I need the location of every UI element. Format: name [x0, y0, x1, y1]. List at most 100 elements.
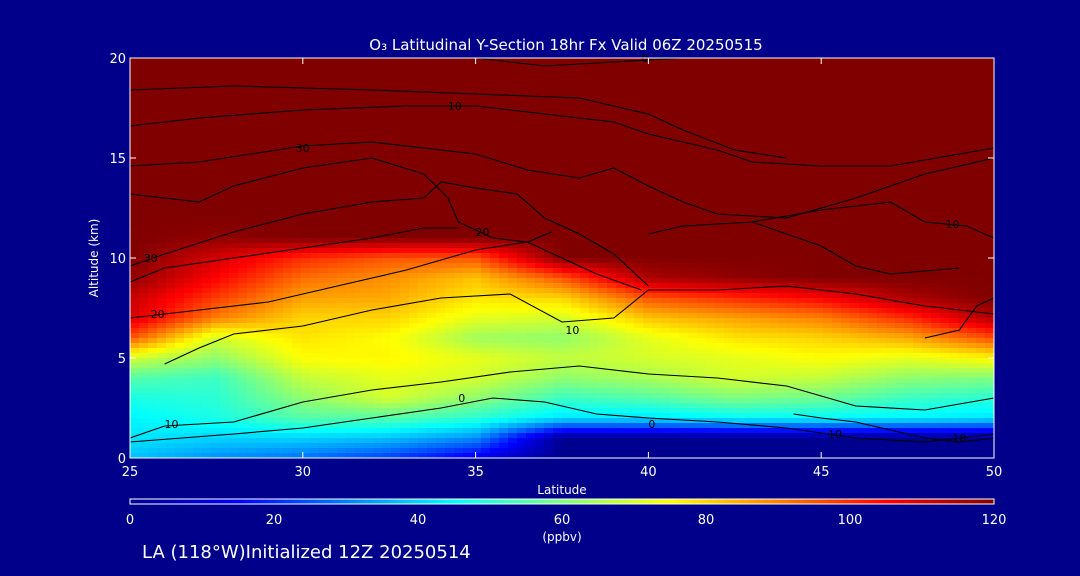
- heatmap-cell: [184, 288, 194, 294]
- heatmap-cell: [886, 223, 896, 229]
- heatmap-cell: [634, 303, 644, 309]
- heatmap-cell: [625, 223, 635, 229]
- heatmap-cell: [985, 283, 994, 289]
- heatmap-cell: [913, 133, 923, 139]
- heatmap-cell: [220, 178, 230, 184]
- heatmap-cell: [850, 118, 860, 124]
- heatmap-cell: [886, 308, 896, 314]
- heatmap-cell: [445, 258, 455, 264]
- heatmap-cell: [679, 158, 689, 164]
- heatmap-cell: [724, 223, 734, 229]
- heatmap-cell: [373, 218, 383, 224]
- heatmap-cell: [229, 108, 239, 114]
- heatmap-cell: [625, 253, 635, 259]
- heatmap-cell: [463, 213, 473, 219]
- heatmap-cell: [904, 158, 914, 164]
- heatmap-cell: [625, 133, 635, 139]
- heatmap-cell: [274, 188, 284, 194]
- heatmap-cell: [553, 83, 563, 89]
- heatmap-cell: [985, 113, 994, 119]
- heatmap-cell: [319, 78, 329, 84]
- heatmap-cell: [418, 188, 428, 194]
- heatmap-cell: [832, 158, 842, 164]
- heatmap-cell: [895, 83, 905, 89]
- heatmap-cell: [868, 278, 878, 284]
- heatmap-cell: [274, 238, 284, 244]
- heatmap-cell: [913, 313, 923, 319]
- heatmap-cell: [769, 308, 779, 314]
- heatmap-cell: [967, 148, 977, 154]
- heatmap-cell: [346, 153, 356, 159]
- heatmap-cell: [418, 93, 428, 99]
- heatmap-cell: [490, 223, 500, 229]
- heatmap-cell: [490, 83, 500, 89]
- heatmap-cell: [508, 168, 518, 174]
- heatmap-cell: [418, 113, 428, 119]
- heatmap-cell: [877, 278, 887, 284]
- heatmap-cell: [238, 238, 248, 244]
- heatmap-cell: [931, 133, 941, 139]
- heatmap-cell: [364, 73, 374, 79]
- heatmap-cell: [445, 278, 455, 284]
- heatmap-cell: [652, 118, 662, 124]
- heatmap-cell: [616, 263, 626, 269]
- heatmap-cell: [526, 123, 536, 129]
- heatmap-cell: [931, 153, 941, 159]
- heatmap-cell: [562, 63, 572, 69]
- heatmap-cell: [193, 128, 203, 134]
- heatmap-cell: [427, 248, 437, 254]
- heatmap-cell: [472, 143, 482, 149]
- heatmap-cell: [319, 73, 329, 79]
- heatmap-cell: [634, 83, 644, 89]
- heatmap-cell: [544, 68, 554, 74]
- heatmap-cell: [535, 168, 545, 174]
- heatmap-cell: [607, 83, 617, 89]
- heatmap-cell: [454, 158, 464, 164]
- heatmap-cell: [130, 258, 140, 264]
- heatmap-cell: [769, 208, 779, 214]
- heatmap-cell: [508, 188, 518, 194]
- heatmap-cell: [526, 293, 536, 299]
- heatmap-cell: [139, 243, 149, 249]
- heatmap-cell: [274, 273, 284, 279]
- heatmap-cell: [634, 158, 644, 164]
- heatmap-cell: [751, 313, 761, 319]
- heatmap-cell: [238, 243, 248, 249]
- heatmap-cell: [355, 58, 365, 64]
- heatmap-cell: [661, 123, 671, 129]
- heatmap-cell: [868, 173, 878, 179]
- heatmap-cell: [175, 138, 185, 144]
- heatmap-cell: [580, 193, 590, 199]
- heatmap-cell: [562, 253, 572, 259]
- heatmap-cell: [193, 148, 203, 154]
- heatmap-cell: [967, 158, 977, 164]
- heatmap-cell: [445, 263, 455, 269]
- heatmap-cell: [562, 128, 572, 134]
- heatmap-cell: [841, 228, 851, 234]
- heatmap-cell: [850, 108, 860, 114]
- heatmap-cell: [364, 68, 374, 74]
- heatmap-cell: [904, 293, 914, 299]
- heatmap-cell: [643, 68, 653, 74]
- heatmap-cell: [382, 263, 392, 269]
- heatmap-cell: [598, 218, 608, 224]
- heatmap-cell: [229, 98, 239, 104]
- heatmap-cell: [445, 133, 455, 139]
- heatmap-cell: [805, 298, 815, 304]
- heatmap-cell: [247, 208, 257, 214]
- heatmap-cell: [643, 163, 653, 169]
- heatmap-cell: [526, 273, 536, 279]
- heatmap-cell: [778, 73, 788, 79]
- heatmap-cell: [697, 153, 707, 159]
- heatmap-cell: [310, 108, 320, 114]
- heatmap-cell: [814, 188, 824, 194]
- heatmap-cell: [787, 108, 797, 114]
- heatmap-cell: [238, 303, 248, 309]
- heatmap-cell: [976, 313, 986, 319]
- heatmap-cell: [472, 138, 482, 144]
- heatmap-cell: [175, 253, 185, 259]
- heatmap-cell: [634, 143, 644, 149]
- heatmap-cell: [418, 58, 428, 64]
- heatmap-cell: [841, 78, 851, 84]
- heatmap-cell: [526, 233, 536, 239]
